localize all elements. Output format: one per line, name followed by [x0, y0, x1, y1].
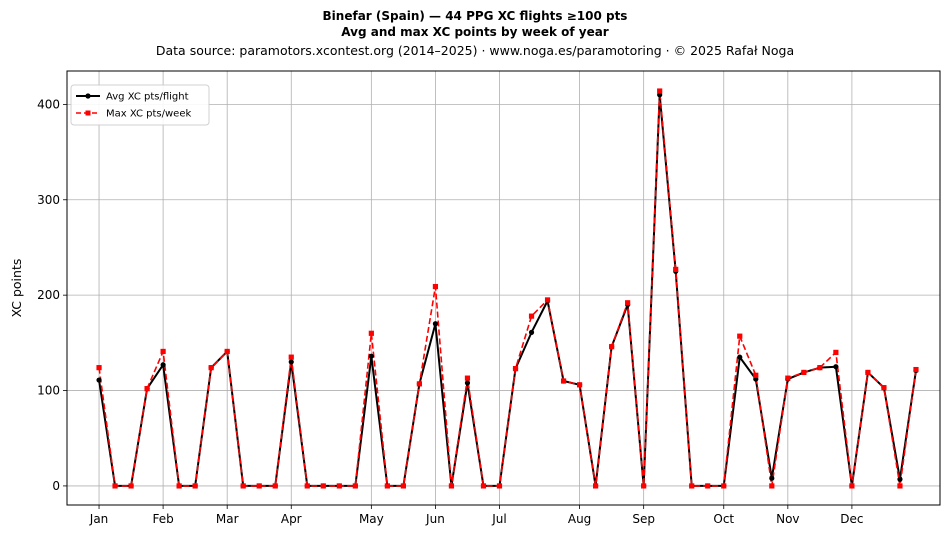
- x-tick-label: May: [359, 512, 384, 526]
- plot-frame: [66, 70, 941, 506]
- max-point: [609, 344, 615, 350]
- x-tick-label: Oct: [713, 512, 734, 526]
- max-point: [288, 354, 294, 360]
- x-tick-label: Sep: [632, 512, 655, 526]
- chart-source: Data source: paramotors.xcontest.org (20…: [155, 43, 795, 58]
- max-point: [769, 483, 775, 489]
- y-tick-label: 0: [52, 479, 60, 493]
- avg-point: [528, 329, 535, 335]
- max-point: [689, 483, 695, 489]
- max-point: [721, 483, 727, 489]
- x-tick-label: Mar: [216, 512, 239, 526]
- max-point: [817, 365, 823, 371]
- legend-label: Max XC pts/week: [106, 109, 191, 120]
- x-tick-label: Jun: [425, 512, 445, 526]
- series-points: [96, 88, 919, 489]
- avg-point: [368, 353, 374, 359]
- max-point: [897, 483, 903, 489]
- legend-box: [70, 84, 210, 126]
- y-axis-label: XC points: [9, 259, 24, 318]
- max-point: [144, 386, 150, 392]
- max-point: [128, 483, 134, 489]
- max-point: [625, 300, 631, 306]
- max-point: [753, 372, 759, 378]
- max-point: [432, 283, 439, 290]
- max-point: [368, 330, 374, 336]
- max-point: [320, 483, 326, 489]
- x-tick-label: Jan: [89, 512, 109, 526]
- max-point: [416, 381, 423, 387]
- max-point: [673, 266, 679, 272]
- max-point: [480, 483, 487, 489]
- max-point: [913, 366, 919, 373]
- x-tick-label: Dec: [840, 512, 863, 526]
- max-point: [464, 375, 471, 381]
- max-point: [240, 483, 246, 489]
- max-point: [544, 297, 551, 303]
- max-point: [657, 88, 663, 94]
- y-tick-label: 200: [37, 288, 60, 302]
- max-point: [208, 365, 214, 371]
- max-point: [496, 483, 503, 489]
- max-point: [224, 348, 230, 355]
- avg-point: [737, 354, 743, 360]
- x-tick-label: Feb: [152, 512, 173, 526]
- max-point: [865, 369, 871, 376]
- max-point: [112, 483, 118, 489]
- legend-label: Avg XC pts/flight: [106, 92, 189, 103]
- y-axis: 0 100 200 300 400: [37, 97, 67, 493]
- avg-point: [769, 475, 775, 481]
- chart-subtitle: Avg and max XC points by week of year: [341, 25, 609, 39]
- max-point: [304, 483, 310, 489]
- max-point: [272, 483, 278, 489]
- avg-point: [160, 362, 166, 368]
- max-point: [881, 385, 887, 391]
- max-point: [528, 313, 535, 319]
- x-tick-label: Aug: [568, 512, 591, 526]
- max-point: [576, 382, 583, 388]
- avg-point: [432, 321, 439, 327]
- max-point: [384, 483, 390, 489]
- x-axis: Jan Feb Mar Apr May Jun Jul Aug Sep Oct Nov Dec: [89, 505, 864, 526]
- max-series-line: [98, 90, 917, 487]
- chart-title: Binefar (Spain) — 44 PPG XC flights ≥100…: [322, 9, 628, 23]
- x-tick-label: Nov: [776, 512, 799, 526]
- avg-point: [96, 377, 102, 383]
- y-tick-label: 100: [37, 384, 60, 398]
- max-point: [593, 483, 599, 489]
- max-point: [96, 365, 102, 371]
- max-point: [737, 333, 743, 339]
- max-point: [833, 349, 839, 355]
- legend-max-marker: [85, 110, 91, 116]
- avg-point: [897, 476, 903, 482]
- max-point: [801, 369, 807, 376]
- max-point: [192, 483, 198, 489]
- avg-point: [464, 380, 471, 386]
- legend-avg-marker: [85, 93, 91, 99]
- max-point: [256, 483, 262, 489]
- x-tick-label: Apr: [281, 512, 302, 526]
- max-point: [512, 366, 519, 372]
- max-point: [336, 483, 342, 489]
- max-point: [160, 348, 166, 355]
- max-point: [352, 483, 358, 489]
- max-point: [400, 483, 406, 489]
- series-lines: [98, 90, 917, 487]
- max-point: [641, 483, 647, 489]
- avg-point: [833, 364, 839, 370]
- max-point: [176, 483, 182, 489]
- y-tick-label: 300: [37, 193, 60, 207]
- max-point: [849, 483, 855, 489]
- avg-point: [288, 359, 294, 365]
- max-point: [785, 375, 791, 381]
- max-point: [705, 483, 711, 489]
- legend: Avg XC pts/flight Max XC pts/week: [70, 84, 210, 126]
- max-point: [448, 483, 455, 489]
- grid-lines: [67, 71, 940, 505]
- x-tick-label: Jul: [491, 512, 506, 526]
- y-tick-label: 400: [37, 97, 60, 111]
- max-point: [560, 378, 567, 384]
